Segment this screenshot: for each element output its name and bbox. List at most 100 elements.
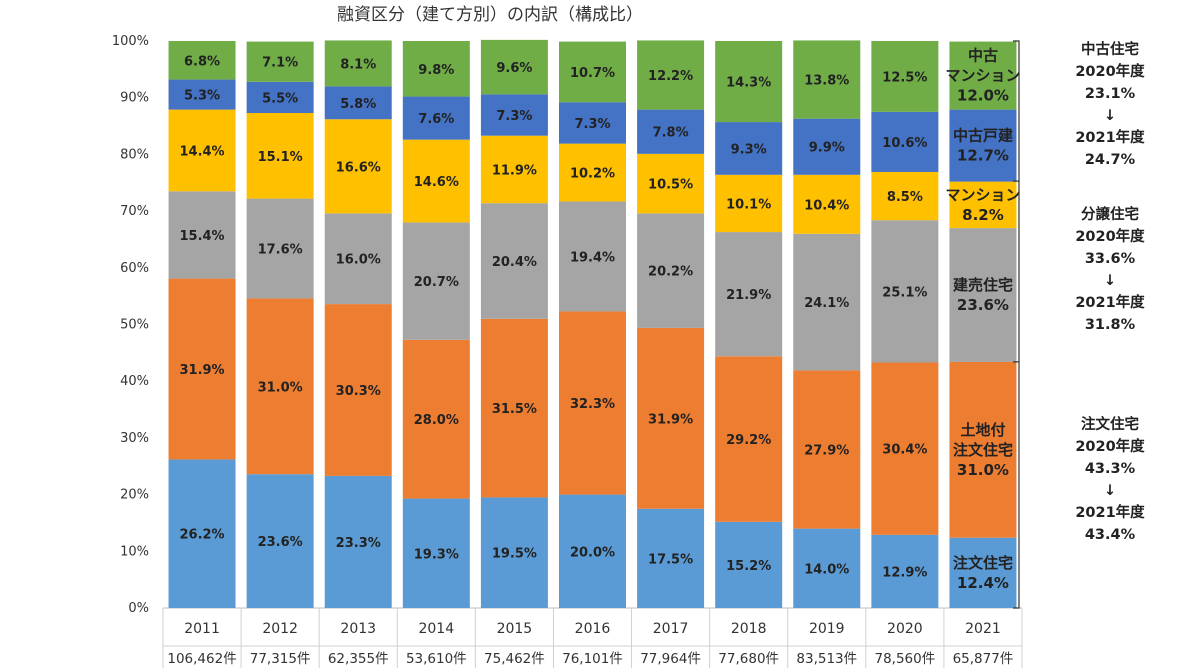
bar-segment bbox=[715, 41, 783, 123]
data-label: 7.8% bbox=[653, 126, 689, 141]
y-tick-label: 80% bbox=[120, 147, 149, 162]
x-count-label: 62,355件 bbox=[328, 651, 389, 667]
segment-label: 8.2% bbox=[962, 206, 1004, 224]
data-label: 16.0% bbox=[336, 253, 381, 268]
segment-label: 注文住宅 bbox=[953, 554, 1013, 572]
bar-segment bbox=[949, 228, 1017, 362]
annotation-line: 2021年度 bbox=[1075, 503, 1145, 521]
data-label: 10.7% bbox=[570, 66, 615, 81]
bar-segment bbox=[246, 474, 314, 608]
data-label: 16.6% bbox=[336, 160, 381, 175]
bar-segment bbox=[871, 362, 939, 535]
bar-segment bbox=[324, 304, 392, 476]
annotation-line: 中古住宅 bbox=[1081, 40, 1139, 58]
x-count-label: 83,513件 bbox=[796, 651, 857, 667]
data-label: 10.5% bbox=[648, 178, 693, 193]
bar-segment bbox=[324, 40, 392, 87]
bar-segment bbox=[949, 181, 1017, 229]
segment-label: 31.0% bbox=[957, 461, 1009, 479]
data-label: 17.5% bbox=[648, 552, 693, 567]
annotation-line: 分譲住宅 bbox=[1081, 205, 1139, 223]
x-category-label: 2017 bbox=[653, 621, 689, 637]
data-label: 15.2% bbox=[726, 559, 771, 574]
bar-segment bbox=[871, 41, 939, 112]
y-tick-label: 30% bbox=[120, 431, 149, 446]
data-label: 15.4% bbox=[179, 229, 224, 244]
x-category-label: 2021 bbox=[965, 621, 1001, 637]
segment-label: 中古戸建 bbox=[953, 127, 1014, 145]
bar-segment bbox=[793, 118, 861, 175]
segment-label: マンション bbox=[945, 186, 1020, 204]
data-label: 9.3% bbox=[731, 142, 767, 157]
bar-segment bbox=[168, 41, 236, 80]
bar-segment bbox=[871, 534, 939, 608]
bar-segment bbox=[168, 79, 236, 110]
bar-segment bbox=[637, 213, 705, 328]
bar-segment bbox=[480, 497, 548, 608]
data-label: 20.0% bbox=[570, 545, 615, 560]
bar-segment bbox=[949, 537, 1017, 608]
x-category-label: 2016 bbox=[575, 621, 611, 637]
data-label: 5.3% bbox=[184, 89, 220, 104]
bar-segment bbox=[324, 475, 392, 608]
segment-label: 建売住宅 bbox=[953, 276, 1013, 294]
x-count-label: 65,877件 bbox=[953, 651, 1014, 667]
data-label: 7.3% bbox=[574, 117, 610, 132]
bar-segment bbox=[559, 41, 626, 103]
data-label: 23.6% bbox=[258, 535, 303, 550]
data-label: 27.9% bbox=[804, 444, 849, 459]
x-count-label: 53,610件 bbox=[406, 651, 467, 667]
data-label: 31.5% bbox=[492, 402, 537, 417]
y-tick-label: 40% bbox=[120, 374, 149, 389]
bar-segment bbox=[480, 135, 548, 204]
data-label: 31.9% bbox=[179, 363, 224, 378]
x-category-label: 2015 bbox=[497, 621, 533, 637]
bar-segment bbox=[715, 122, 783, 175]
data-label: 14.0% bbox=[804, 562, 849, 577]
bar-segment bbox=[168, 191, 236, 279]
bar-segment bbox=[871, 220, 939, 363]
bar-segment bbox=[480, 203, 548, 319]
data-label: 12.5% bbox=[882, 70, 927, 85]
data-label: 7.6% bbox=[418, 112, 454, 127]
data-label: 17.6% bbox=[258, 243, 303, 258]
bar-segment bbox=[637, 327, 705, 509]
bar-segment bbox=[324, 213, 392, 305]
data-label: 20.7% bbox=[414, 275, 459, 290]
y-tick-label: 10% bbox=[120, 544, 149, 559]
x-category-label: 2020 bbox=[887, 621, 923, 637]
data-label: 31.0% bbox=[258, 380, 303, 395]
bar-segment bbox=[637, 109, 705, 154]
data-label: 31.9% bbox=[648, 412, 693, 427]
bar-segment bbox=[559, 201, 626, 312]
annotation-line: 2020年度 bbox=[1075, 62, 1145, 80]
bar-segment bbox=[402, 498, 470, 608]
data-label: 26.2% bbox=[179, 528, 224, 543]
x-count-label: 106,462件 bbox=[167, 651, 236, 667]
data-label: 6.8% bbox=[184, 54, 220, 69]
x-count-label: 77,964件 bbox=[640, 651, 701, 667]
bar-segment bbox=[480, 39, 548, 95]
chart-title: 融資区分（建て方別）の内訳（構成比） bbox=[337, 5, 643, 25]
bar-segment bbox=[246, 41, 314, 82]
annotation-line: 23.1% bbox=[1085, 86, 1136, 102]
data-label: 5.8% bbox=[340, 97, 376, 112]
data-label: 10.6% bbox=[882, 136, 927, 151]
x-count-label: 77,315件 bbox=[250, 651, 311, 667]
y-tick-label: 20% bbox=[120, 488, 149, 503]
annotation-line: 33.6% bbox=[1085, 251, 1136, 267]
data-label: 9.6% bbox=[496, 61, 532, 76]
data-label: 12.2% bbox=[648, 69, 693, 84]
data-label: 14.4% bbox=[179, 144, 224, 159]
bar-segment bbox=[559, 311, 626, 495]
annotation-line: 31.8% bbox=[1085, 317, 1136, 333]
y-tick-label: 50% bbox=[120, 318, 149, 333]
data-label: 20.4% bbox=[492, 255, 537, 270]
bar-segment bbox=[246, 198, 314, 299]
data-label: 19.4% bbox=[570, 250, 615, 265]
bar-segment bbox=[793, 370, 861, 529]
data-label: 7.3% bbox=[496, 109, 532, 124]
bar-segment bbox=[246, 113, 314, 199]
annotation-line: 注文住宅 bbox=[1081, 415, 1139, 433]
segment-label: 12.7% bbox=[957, 147, 1009, 165]
